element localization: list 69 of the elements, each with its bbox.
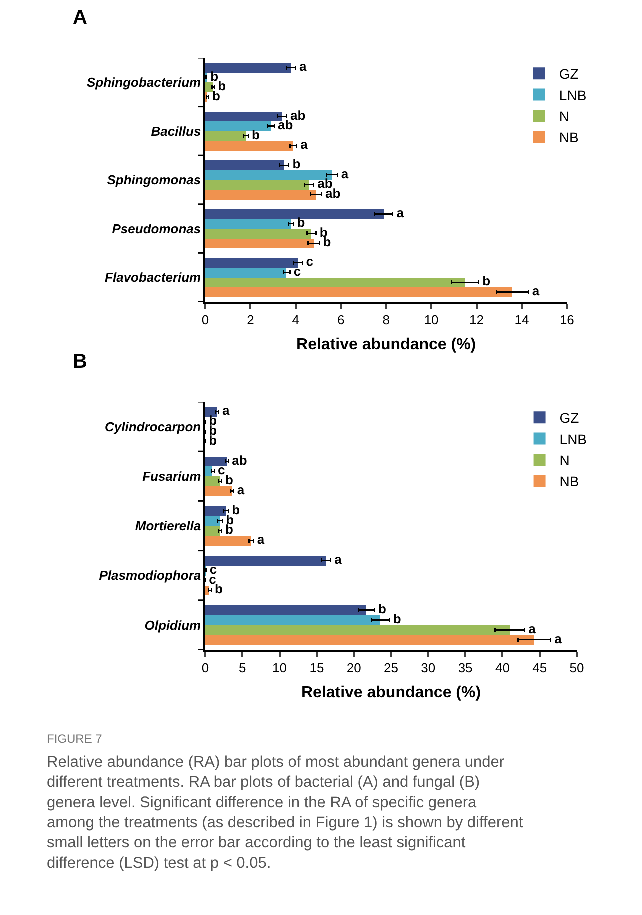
legend-label: NB <box>559 130 579 146</box>
data-label: a <box>331 552 343 567</box>
x-tick-label: 10 <box>272 660 288 676</box>
data-label: a <box>254 532 266 548</box>
x-tick-label: 5 <box>239 660 246 676</box>
data-label: a <box>338 166 350 182</box>
y-tick-label: Mortierella <box>135 518 202 534</box>
x-tick-label: 0 <box>202 312 210 328</box>
legend-label: NB <box>560 474 580 490</box>
y-tick-label: Pseudomonas <box>112 221 202 236</box>
data-label: b <box>248 127 260 142</box>
legend-label: LNB <box>560 431 588 448</box>
x-tick-label: 4 <box>292 312 300 328</box>
chart-title: B <box>73 351 88 373</box>
data-label: c <box>290 264 302 279</box>
data-label: a <box>525 621 537 636</box>
data-label: c <box>214 462 226 478</box>
x-tick-label: 8 <box>382 312 390 328</box>
data-label: b <box>294 215 306 230</box>
data-label: a <box>297 137 309 152</box>
y-tick-label: Cylindrocarpon <box>105 419 202 434</box>
x-tick-label: 10 <box>424 312 439 328</box>
legend-label: GZ <box>559 66 580 82</box>
legend-label: LNB <box>559 87 587 104</box>
x-tick-label: 35 <box>458 660 473 676</box>
y-tick-label: Olpidium <box>144 618 202 633</box>
x-tick-label: 12 <box>470 312 484 328</box>
data-label: b <box>208 88 220 104</box>
data-label: a <box>296 59 308 74</box>
x-tick-label: 45 <box>532 660 548 676</box>
x-tick-label: 40 <box>495 660 510 676</box>
data-label: b <box>228 502 240 518</box>
y-tick-label: Flavobacterium <box>105 270 202 286</box>
x-tick-label: 16 <box>560 312 574 328</box>
x-axis-title: Relative abundance (%) <box>301 684 482 702</box>
x-tick-label: 15 <box>310 660 324 676</box>
x-tick-label: 25 <box>384 660 398 676</box>
data-label: b <box>374 602 387 617</box>
legend-label: N <box>560 452 570 468</box>
y-tick-label: Sphingomonas <box>107 172 202 188</box>
chart-title: A <box>73 7 88 29</box>
data-label: b <box>479 274 491 289</box>
legend-label: GZ <box>560 410 580 426</box>
legend-label: N <box>559 108 570 124</box>
data-label: b <box>225 472 234 488</box>
x-tick-label: 0 <box>202 660 210 676</box>
data-label: b <box>289 156 301 172</box>
data-label: b <box>390 611 402 626</box>
text: Relative abundance (RA) bar plots of most abundant genera under different treatments. RA bar plots of bacterial (A) and fungal (B) genera level. Significant difference in the RA of specific genera among the treatments (as described in Figure 1) is shown by different small letters on the error bar according to the least significant difference (LSD) test at p < 0.05. <box>47 754 524 872</box>
data-label: a <box>393 205 405 220</box>
x-axis-title: Relative abundance (%) <box>296 336 476 354</box>
y-tick-label: Fusarium <box>142 468 202 484</box>
data-label: a <box>551 631 563 646</box>
x-tick-label: 6 <box>338 312 345 328</box>
caption: FIGURE 7 <box>47 732 103 746</box>
data-label: ab <box>228 452 248 468</box>
y-tick-label: Plasmodiophora <box>99 568 202 584</box>
data-label: a <box>218 403 230 418</box>
data-label: a <box>234 482 246 498</box>
data-label: c <box>302 254 314 270</box>
y-tick-label: Bacillus <box>151 124 202 139</box>
x-tick-label: 2 <box>247 312 254 328</box>
x-tick-label: 50 <box>570 660 584 676</box>
y-tick-label: Sphingobacterium <box>87 74 202 90</box>
x-tick-label: 20 <box>346 660 362 676</box>
data-label: a <box>528 283 540 298</box>
x-tick-label: 14 <box>514 312 530 328</box>
x-tick-label: 30 <box>421 660 436 676</box>
data-label: b <box>207 68 219 84</box>
